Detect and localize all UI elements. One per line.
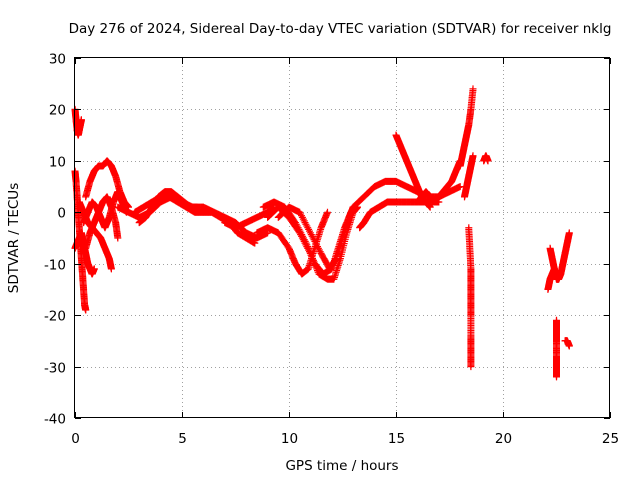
y-tick-label: -20 xyxy=(44,309,66,325)
data-point xyxy=(324,208,331,216)
y-tick-label: -10 xyxy=(44,258,66,274)
data-point xyxy=(308,253,316,261)
y-axis-label: SDTVAR / TECUs xyxy=(6,183,22,293)
data-series-arc xyxy=(480,152,492,165)
data-series-arc xyxy=(71,105,85,139)
data-point xyxy=(82,306,90,314)
data-point xyxy=(301,237,309,245)
data-point xyxy=(316,248,324,256)
data-series-arc xyxy=(131,193,259,247)
data-point xyxy=(309,255,316,263)
data-series-arc xyxy=(553,316,560,381)
data-point xyxy=(306,249,314,257)
data-series-arc xyxy=(413,157,464,206)
data-point xyxy=(251,239,259,247)
data-point xyxy=(77,116,85,124)
data-series-arc xyxy=(253,208,331,278)
data-point xyxy=(305,246,313,254)
x-axis-label: GPS time / hours xyxy=(285,458,398,474)
data-point xyxy=(114,234,122,242)
data-point xyxy=(309,256,317,264)
x-tick-label: 25 xyxy=(602,431,619,447)
data-point xyxy=(303,241,311,249)
data-point xyxy=(426,203,434,211)
data-point xyxy=(469,85,477,93)
data-series-arc xyxy=(561,337,573,350)
data-point xyxy=(456,183,464,191)
x-tick-label: 10 xyxy=(281,431,298,447)
data-point xyxy=(270,203,278,211)
x-tick-label: 15 xyxy=(388,431,405,447)
data-series-arc xyxy=(465,224,475,371)
data-series-arc xyxy=(461,152,477,201)
axis-ticks: 0 5 10 15 20 25 -40 -30 -20 -10 0 10 20 30 xyxy=(44,52,619,448)
data-series-arc xyxy=(114,193,272,242)
data-point xyxy=(298,231,306,239)
y-tick-label: 10 xyxy=(49,155,66,171)
data-series-arc xyxy=(274,203,357,273)
y-tick-label: -30 xyxy=(44,361,66,377)
data-point xyxy=(90,265,98,273)
chart-title: Day 276 of 2024, Sidereal Day-to-day VTE… xyxy=(69,21,612,37)
data-point xyxy=(299,232,307,240)
data-point xyxy=(311,237,319,245)
data-point xyxy=(300,217,308,225)
y-tick-label: -40 xyxy=(44,412,66,428)
data-point xyxy=(107,265,115,273)
grid-layer xyxy=(75,58,610,418)
x-tick-label: 5 xyxy=(178,431,187,447)
x-tick-label: 0 xyxy=(71,431,80,447)
data-series-arc xyxy=(71,167,90,314)
y-tick-label: 0 xyxy=(57,206,66,222)
data-point xyxy=(304,244,312,252)
data-point xyxy=(304,243,311,251)
data-series-arc xyxy=(456,85,477,170)
data-marks xyxy=(71,85,573,381)
y-tick-label: 30 xyxy=(49,52,66,68)
data-series-arc xyxy=(221,203,278,232)
data-series-arc xyxy=(82,193,122,252)
data-series-arc xyxy=(349,177,464,211)
x-tick-label: 20 xyxy=(495,431,512,447)
data-point xyxy=(306,248,314,256)
y-tick-label: 20 xyxy=(49,103,66,119)
